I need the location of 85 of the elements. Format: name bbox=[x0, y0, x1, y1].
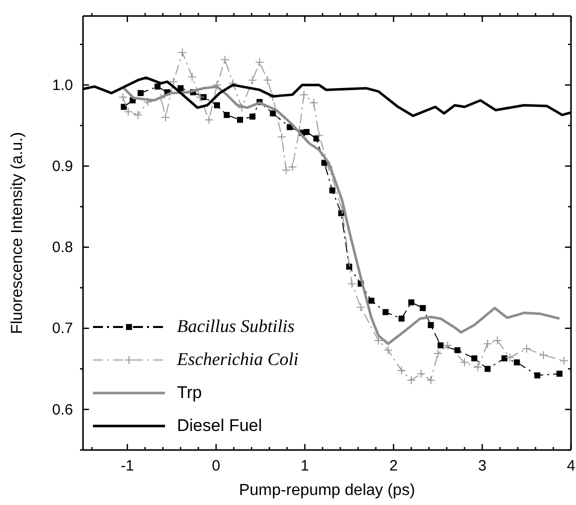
point bbox=[492, 336, 502, 345]
point bbox=[443, 340, 452, 350]
point bbox=[138, 90, 144, 96]
point bbox=[154, 84, 161, 90]
point bbox=[134, 110, 143, 120]
x-tick-label: 4 bbox=[566, 458, 576, 475]
point bbox=[288, 162, 297, 172]
legend-label: Diesel Fuel bbox=[177, 416, 262, 436]
point bbox=[282, 166, 291, 175]
point bbox=[178, 48, 187, 58]
point bbox=[505, 353, 514, 362]
point bbox=[268, 92, 278, 102]
point bbox=[118, 92, 128, 102]
point bbox=[169, 77, 178, 86]
point bbox=[188, 72, 197, 82]
point bbox=[120, 104, 127, 110]
point bbox=[514, 359, 520, 366]
point bbox=[398, 316, 405, 322]
point bbox=[538, 350, 548, 360]
point bbox=[255, 58, 264, 67]
legend-label: Escherichia Coli bbox=[177, 349, 298, 370]
point bbox=[249, 114, 256, 120]
point bbox=[556, 370, 562, 377]
point bbox=[270, 110, 276, 116]
point bbox=[471, 355, 478, 362]
point bbox=[416, 369, 426, 378]
point bbox=[384, 346, 393, 355]
point bbox=[304, 129, 310, 136]
x-axis-title: Pump-repump delay (ps) bbox=[238, 482, 416, 499]
point bbox=[309, 98, 318, 108]
point bbox=[420, 305, 426, 312]
y-tick-label: 0.6 bbox=[52, 401, 73, 418]
point bbox=[314, 130, 324, 140]
y-tick-label: 0.7 bbox=[52, 320, 73, 338]
point bbox=[237, 116, 244, 123]
x-tick-label: 2 bbox=[389, 458, 398, 475]
point bbox=[356, 302, 366, 312]
point bbox=[178, 85, 184, 92]
point bbox=[501, 355, 508, 362]
point bbox=[406, 376, 416, 385]
point bbox=[483, 339, 492, 348]
point bbox=[534, 372, 540, 378]
point bbox=[438, 342, 444, 348]
point bbox=[313, 135, 320, 142]
point bbox=[347, 279, 356, 288]
point bbox=[346, 264, 352, 270]
y-tick-label: 0.9 bbox=[52, 158, 73, 175]
point bbox=[263, 76, 272, 85]
point bbox=[224, 112, 230, 118]
point bbox=[196, 92, 205, 102]
point bbox=[408, 299, 414, 306]
point bbox=[473, 362, 482, 372]
point bbox=[433, 348, 442, 358]
point bbox=[161, 112, 170, 122]
point bbox=[426, 376, 436, 385]
x-tick-label: -1 bbox=[120, 458, 134, 475]
point bbox=[277, 132, 286, 142]
point bbox=[329, 187, 336, 194]
point bbox=[228, 78, 238, 88]
point bbox=[397, 366, 406, 375]
point bbox=[299, 90, 308, 100]
legend-label: Trp bbox=[177, 382, 202, 402]
x-tick-label: 3 bbox=[478, 458, 486, 475]
y-tick-label: 0.8 bbox=[52, 238, 73, 256]
x-tick-label: 0 bbox=[212, 458, 220, 475]
point bbox=[454, 347, 460, 354]
point bbox=[124, 107, 133, 116]
point bbox=[428, 322, 434, 328]
point bbox=[200, 94, 207, 100]
point bbox=[204, 115, 214, 124]
point bbox=[522, 344, 532, 354]
point bbox=[484, 366, 491, 372]
point bbox=[214, 102, 220, 108]
y-tick-label: 1.0 bbox=[52, 76, 73, 94]
point bbox=[460, 358, 470, 367]
point bbox=[143, 97, 152, 106]
point bbox=[338, 205, 347, 214]
point bbox=[248, 76, 257, 85]
legend-label: Bacillus Subtilis bbox=[177, 316, 295, 337]
x-tick-label: 1 bbox=[300, 458, 309, 475]
point bbox=[368, 298, 374, 304]
point bbox=[220, 55, 230, 64]
y-axis-title: Fluorescence Intensity (a.u.) bbox=[9, 132, 26, 334]
point bbox=[559, 356, 568, 366]
point bbox=[382, 309, 389, 316]
